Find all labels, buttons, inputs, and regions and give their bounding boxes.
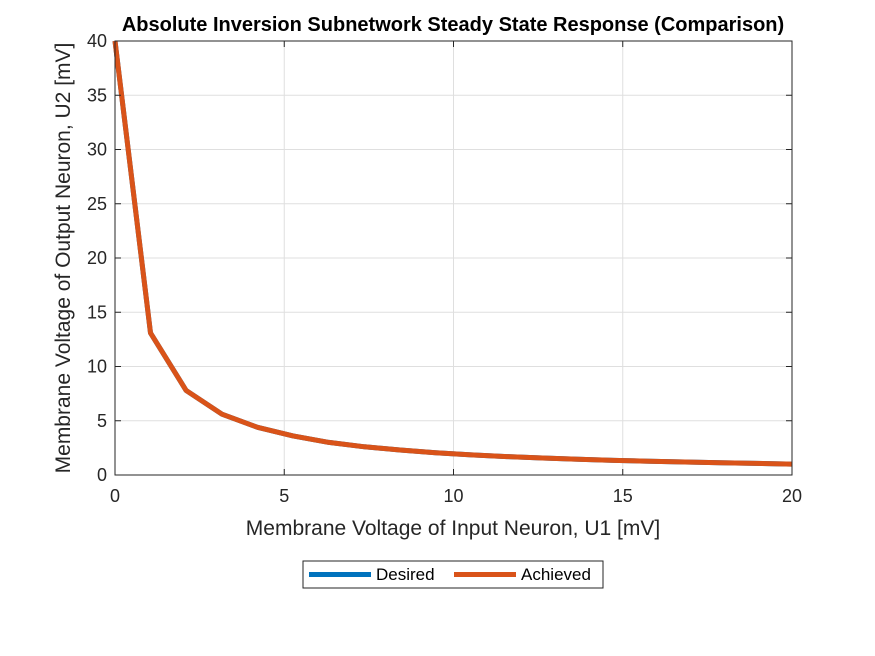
y-axis-label: Membrane Voltage of Output Neuron, U2 [m… (52, 43, 75, 474)
ticks: 0 5 10 15 20 0 5 10 15 20 25 30 35 40 (87, 31, 802, 506)
y-tick-label: 25 (87, 194, 107, 214)
y-tick-label: 35 (87, 85, 107, 105)
series-line-achieved (112, 40, 793, 467)
legend-label-desired: Desired (376, 565, 435, 584)
legend: Desired Achieved (302, 560, 604, 589)
y-tick-label: 15 (87, 302, 107, 322)
legend-label-achieved: Achieved (521, 565, 591, 584)
chart-title: Absolute Inversion Subnetwork Steady Sta… (122, 14, 784, 36)
y-tick-label: 5 (97, 411, 107, 431)
x-tick-label: 10 (443, 486, 463, 506)
x-tick-label: 0 (110, 486, 120, 506)
y-tick-label: 10 (87, 357, 107, 377)
y-tick-label: 20 (87, 248, 107, 268)
series-layer (112, 40, 793, 467)
y-tick-label: 0 (97, 465, 107, 485)
x-tick-label: 20 (782, 486, 802, 506)
x-tick-label: 5 (279, 486, 289, 506)
x-tick-label: 15 (613, 486, 633, 506)
y-tick-label: 30 (87, 140, 107, 160)
x-axis-label: Membrane Voltage of Input Neuron, U1 [mV… (246, 517, 660, 540)
y-tick-label: 40 (87, 31, 107, 51)
